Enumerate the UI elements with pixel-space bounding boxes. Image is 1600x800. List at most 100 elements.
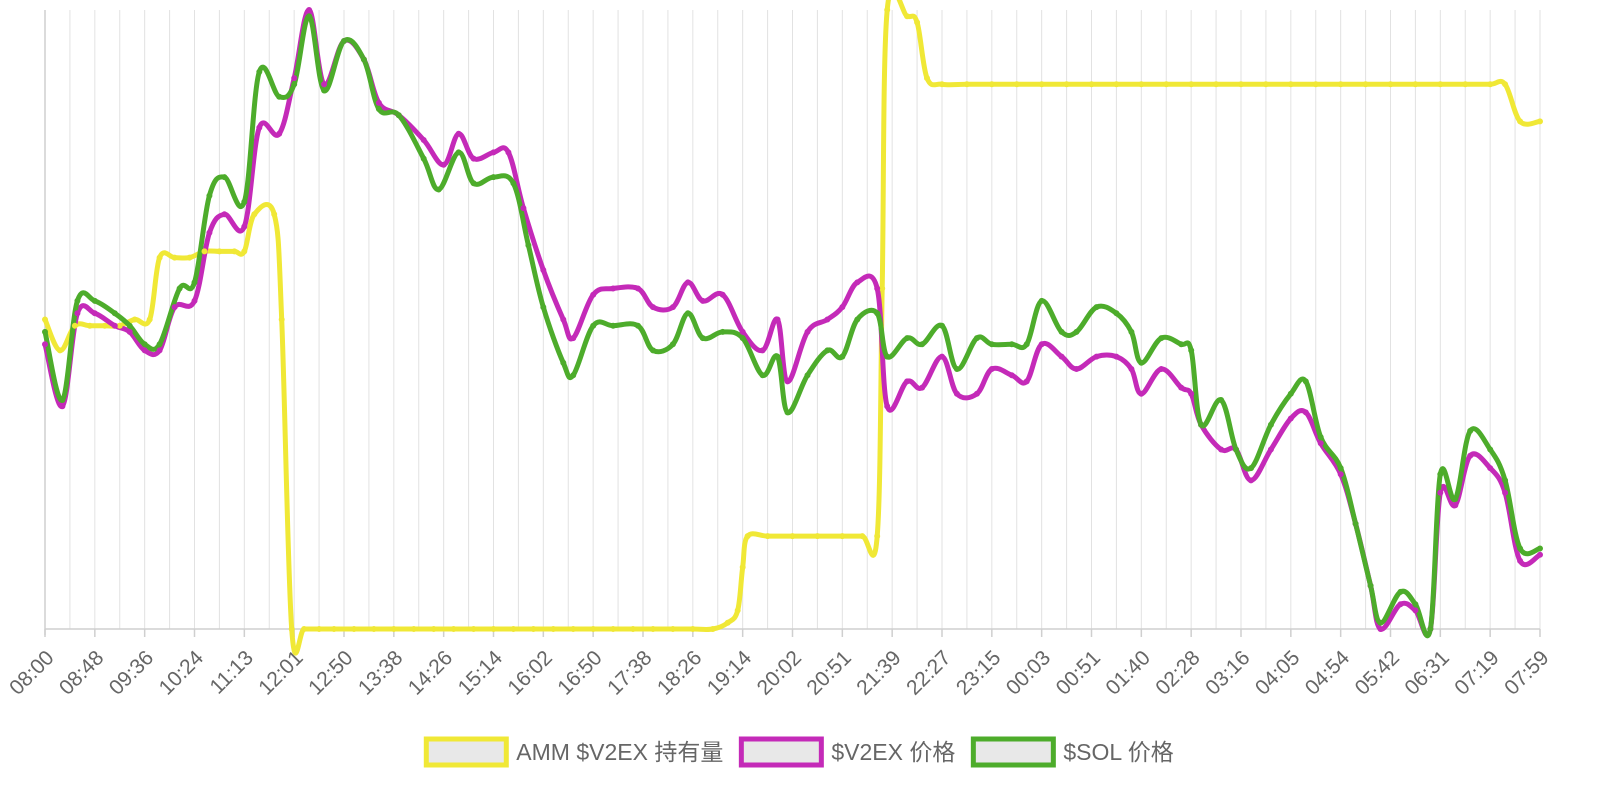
series-1-point[interactable] [490,626,497,632]
series-2-point[interactable] [560,316,567,323]
series-1-point[interactable] [1188,81,1195,88]
series-3-point[interactable] [1267,421,1274,428]
series-1-point[interactable] [101,322,108,329]
series-1-point[interactable] [789,533,796,540]
series-1-point[interactable] [689,626,696,632]
series-2-point[interactable] [570,335,577,342]
series-1-point[interactable] [709,626,716,632]
series-2-point[interactable] [684,279,691,286]
series-1-point[interactable] [1502,81,1509,88]
series-1-point[interactable] [1088,81,1095,88]
series-2-point[interactable] [1412,607,1419,614]
series-3-point[interactable] [191,279,198,286]
series-2-point[interactable] [191,297,198,304]
series-3-point[interactable] [435,186,442,193]
series-3-point[interactable] [1412,601,1419,608]
series-3-point[interactable] [470,180,477,187]
series-2-point[interactable] [321,81,328,88]
series-1-point[interactable] [186,254,193,261]
series-3-point[interactable] [719,328,726,335]
series-3-point[interactable] [375,106,382,112]
series-3-point[interactable] [1437,471,1444,478]
series-1-point[interactable] [764,533,771,540]
series-2-point[interactable] [1467,452,1474,459]
series-2-point[interactable] [1517,557,1524,564]
series-2-point[interactable] [141,347,148,354]
series-3-point[interactable] [560,359,567,366]
series-1-point[interactable] [724,619,731,626]
series-1-point[interactable] [288,626,295,632]
series-3-point[interactable] [276,93,283,100]
series-3-point[interactable] [1517,545,1524,552]
series-2-point[interactable] [1487,465,1494,472]
series-3-point[interactable] [1038,297,1045,304]
series-2-point[interactable] [739,328,746,335]
series-2-point[interactable] [650,304,656,311]
series-2-point[interactable] [973,390,980,397]
series-1-point[interactable] [216,248,223,255]
series-1-point[interactable] [1238,81,1244,88]
series-2-point[interactable] [1038,341,1045,348]
series-1-point[interactable] [924,75,930,82]
series-1-point[interactable] [814,533,821,540]
series-2-point[interactable] [1437,489,1444,496]
series-1-point[interactable] [1337,81,1344,88]
series-1-point[interactable] [86,322,93,329]
series-1-point[interactable] [859,533,866,540]
series-1-point[interactable] [570,626,577,632]
series-2-point[interactable] [1008,372,1015,379]
series-2-point[interactable] [699,297,706,304]
series-2-point[interactable] [839,304,846,311]
series-1-point[interactable] [146,316,153,323]
series-2-point[interactable] [1537,551,1543,558]
series-3-point[interactable] [669,341,676,348]
series-1-point[interactable] [744,533,751,540]
series-2-point[interactable] [1188,390,1195,397]
series-3-point[interactable] [884,353,891,360]
series-1-point[interactable] [550,626,557,632]
series-1-point[interactable] [610,626,617,632]
series-1-point[interactable] [1138,81,1145,88]
series-3-point[interactable] [1198,421,1205,428]
series-2-point[interactable] [74,310,81,317]
legend-item-2[interactable]: $V2EX 价格 [738,736,955,768]
series-1-point[interactable] [904,13,911,20]
series-3-point[interactable] [650,347,656,354]
series-2-point[interactable] [874,285,881,292]
series-1-point[interactable] [510,626,517,632]
series-2-point[interactable] [669,304,676,311]
series-2-point[interactable] [520,205,527,212]
series-3-point[interactable] [455,149,462,156]
series-3-point[interactable] [291,81,298,88]
series-3-point[interactable] [684,310,691,317]
series-3-point[interactable] [141,341,148,348]
series-1-point[interactable] [278,316,285,323]
series-3-point[interactable] [973,335,980,342]
series-1-point[interactable] [530,626,537,632]
series-2-point[interactable] [375,99,382,106]
series-3-point[interactable] [854,316,861,323]
series-3-point[interactable] [1093,304,1100,311]
series-3-point[interactable] [1397,588,1404,595]
series-1-point[interactable] [1038,81,1045,88]
series-2-point[interactable] [1337,471,1344,478]
series-3-point[interactable] [939,322,945,329]
series-1-point[interactable] [201,248,208,255]
series-1-point[interactable] [390,626,397,632]
series-1-point[interactable] [1163,81,1170,88]
series-2-point[interactable] [1302,409,1309,416]
series-3-point[interactable] [988,341,995,348]
series-1-point[interactable] [271,211,278,218]
series-1-point[interactable] [1213,81,1220,88]
series-2-point[interactable] [1502,489,1509,496]
series-3-point[interactable] [206,192,213,199]
series-3-point[interactable] [510,180,517,187]
series-1-point[interactable] [470,626,477,632]
series-3-point[interactable] [570,372,577,379]
series-1-point[interactable] [839,533,846,540]
series-3-point[interactable] [1287,390,1294,397]
series-3-point[interactable] [1337,465,1344,472]
series-2-point[interactable] [919,384,926,391]
series-1-point[interactable] [331,626,337,632]
series-2-point[interactable] [1158,366,1165,372]
